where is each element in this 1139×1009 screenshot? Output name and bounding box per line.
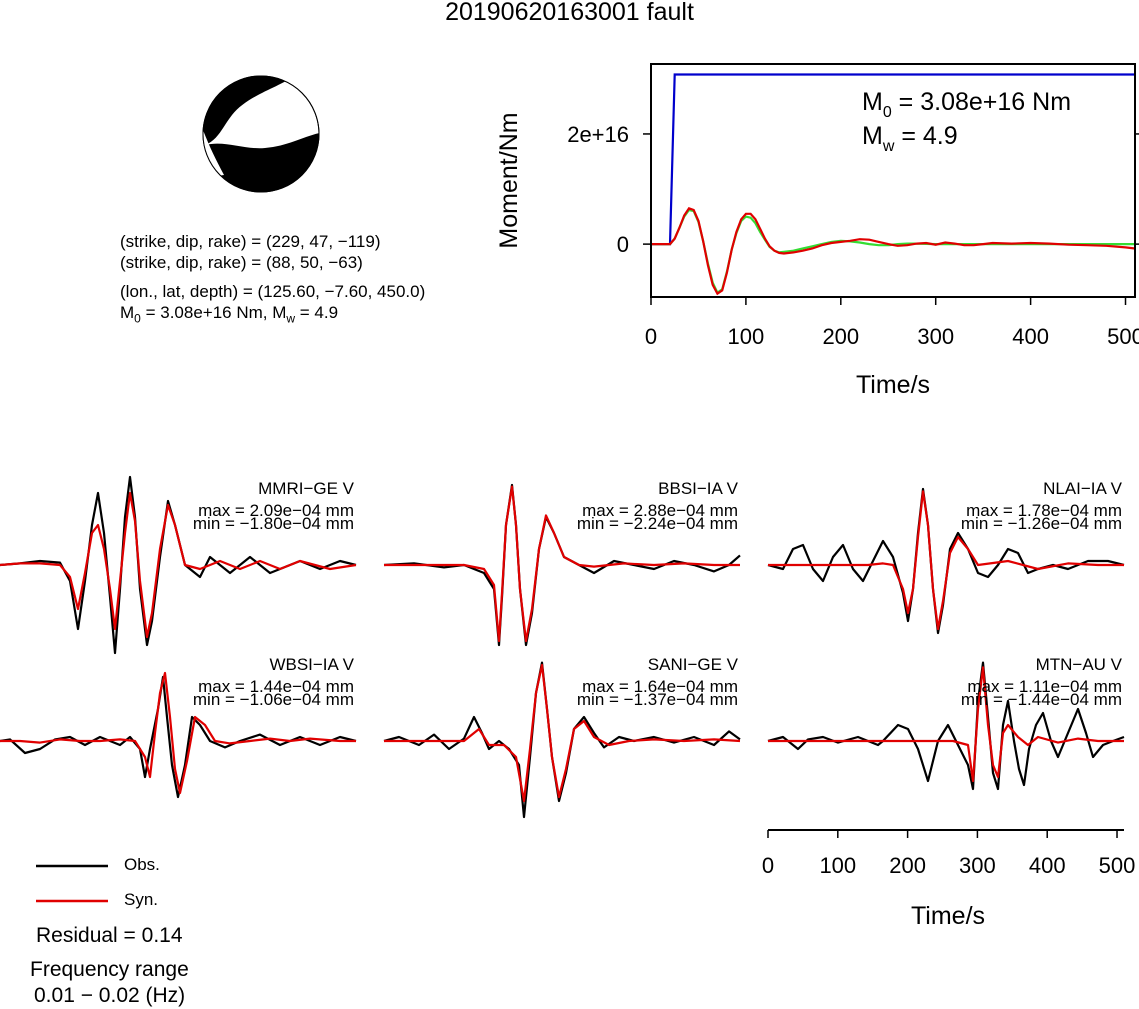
observed-trace-2	[767, 487, 1125, 635]
max-label: max = 1.78e−04 mm	[966, 501, 1122, 520]
moment-x-tick-label: 500	[1107, 324, 1139, 349]
legend-synthetic-label: Syn.	[124, 890, 159, 909]
station-label: NLAI−IA V	[1043, 479, 1123, 498]
min-label: min = −1.26e−04 mm	[961, 514, 1122, 533]
min-label: min = −1.06e−04 mm	[193, 690, 354, 709]
wave-x-tick-label: 0	[762, 853, 774, 878]
max-label: max = 1.64e−04 mm	[582, 677, 738, 696]
moment-x-tick-label: 100	[728, 324, 765, 349]
min-label: min = −1.80e−04 mm	[193, 514, 354, 533]
moment-y-tick-label: 2e+16	[567, 122, 629, 147]
synthetic-trace-1	[384, 485, 740, 643]
station-label: MMRI−GE V	[258, 479, 355, 498]
synthetic-trace-0	[0, 491, 357, 639]
wave-x-tick-label: 300	[959, 853, 996, 878]
synthetic-trace-5	[768, 666, 1124, 783]
synthetic-trace-3	[0, 671, 356, 795]
moment-series-1	[651, 208, 1135, 295]
synthetic-trace-4	[384, 663, 741, 803]
wave-x-axis-label: Time/s	[911, 902, 985, 930]
moment-plot-frame	[650, 63, 1136, 298]
max-label: max = 2.88e−04 mm	[582, 501, 738, 520]
observed-trace-5	[767, 661, 1125, 791]
moment-text: M0 = 3.08e+16 Nm, Mw = 4.9	[120, 303, 339, 326]
wave-x-tick-label: 100	[819, 853, 856, 878]
max-label: max = 2.09e−04 mm	[198, 501, 354, 520]
max-label: max = 1.44e−04 mm	[198, 677, 354, 696]
plane2-text: (strike, dip, rake) = (88, 50, −63)	[120, 253, 363, 272]
synthetic-trace-2	[768, 490, 1124, 631]
observed-trace-0	[0, 475, 357, 655]
observed-trace-1	[383, 483, 741, 647]
moment-series-2	[651, 206, 1136, 296]
moment-x-tick-label: 200	[822, 324, 859, 349]
station-label: BBSI−IA V	[658, 479, 739, 498]
moment-y-axis-label: Moment/Nm	[495, 112, 523, 248]
moment-annotation-mw: Mw = 4.9	[862, 122, 958, 155]
wave-x-tick-label: 400	[1029, 853, 1066, 878]
station-label: MTN−AU V	[1036, 655, 1123, 674]
location-text: (lon., lat, depth) = (125.60, −7.60, 450…	[120, 282, 426, 301]
plane1-text: (strike, dip, rake) = (229, 47, −119)	[120, 232, 381, 251]
observed-trace-4	[383, 661, 741, 819]
min-label: min = −1.37e−04 mm	[577, 690, 738, 709]
moment-annotation-m0: M0 = 3.08e+16 Nm	[862, 88, 1071, 121]
residual-text: Residual = 0.14	[36, 924, 183, 947]
moment-x-axis-label: Time/s	[856, 371, 930, 399]
wave-x-tick-label: 200	[889, 853, 926, 878]
frequency-label: Frequency range	[30, 958, 189, 981]
max-label: max = 1.11e−04 mm	[967, 677, 1122, 696]
station-label: SANI−GE V	[648, 655, 739, 674]
figure-title: 20190620163001 fault	[445, 0, 694, 26]
observed-trace-3	[0, 675, 357, 799]
station-label: WBSI−IA V	[269, 655, 354, 674]
wave-x-tick-label: 500	[1099, 853, 1136, 878]
moment-x-tick-label: 300	[917, 324, 954, 349]
moment-x-tick-label: 400	[1012, 324, 1049, 349]
legend-observed-label: Obs.	[124, 855, 160, 874]
frequency-value: 0.01 − 0.02 (Hz)	[34, 984, 186, 1007]
moment-series-0	[651, 73, 1135, 246]
moment-x-tick-label: 0	[645, 324, 657, 349]
min-label: min = −2.24e−04 mm	[577, 514, 738, 533]
min-label: min = −1.44e−04 mm	[961, 690, 1122, 709]
moment-y-tick-label: 0	[617, 232, 629, 257]
mechanism-text: (strike, dip, rake) = (229, 47, −119) (s…	[120, 231, 425, 329]
